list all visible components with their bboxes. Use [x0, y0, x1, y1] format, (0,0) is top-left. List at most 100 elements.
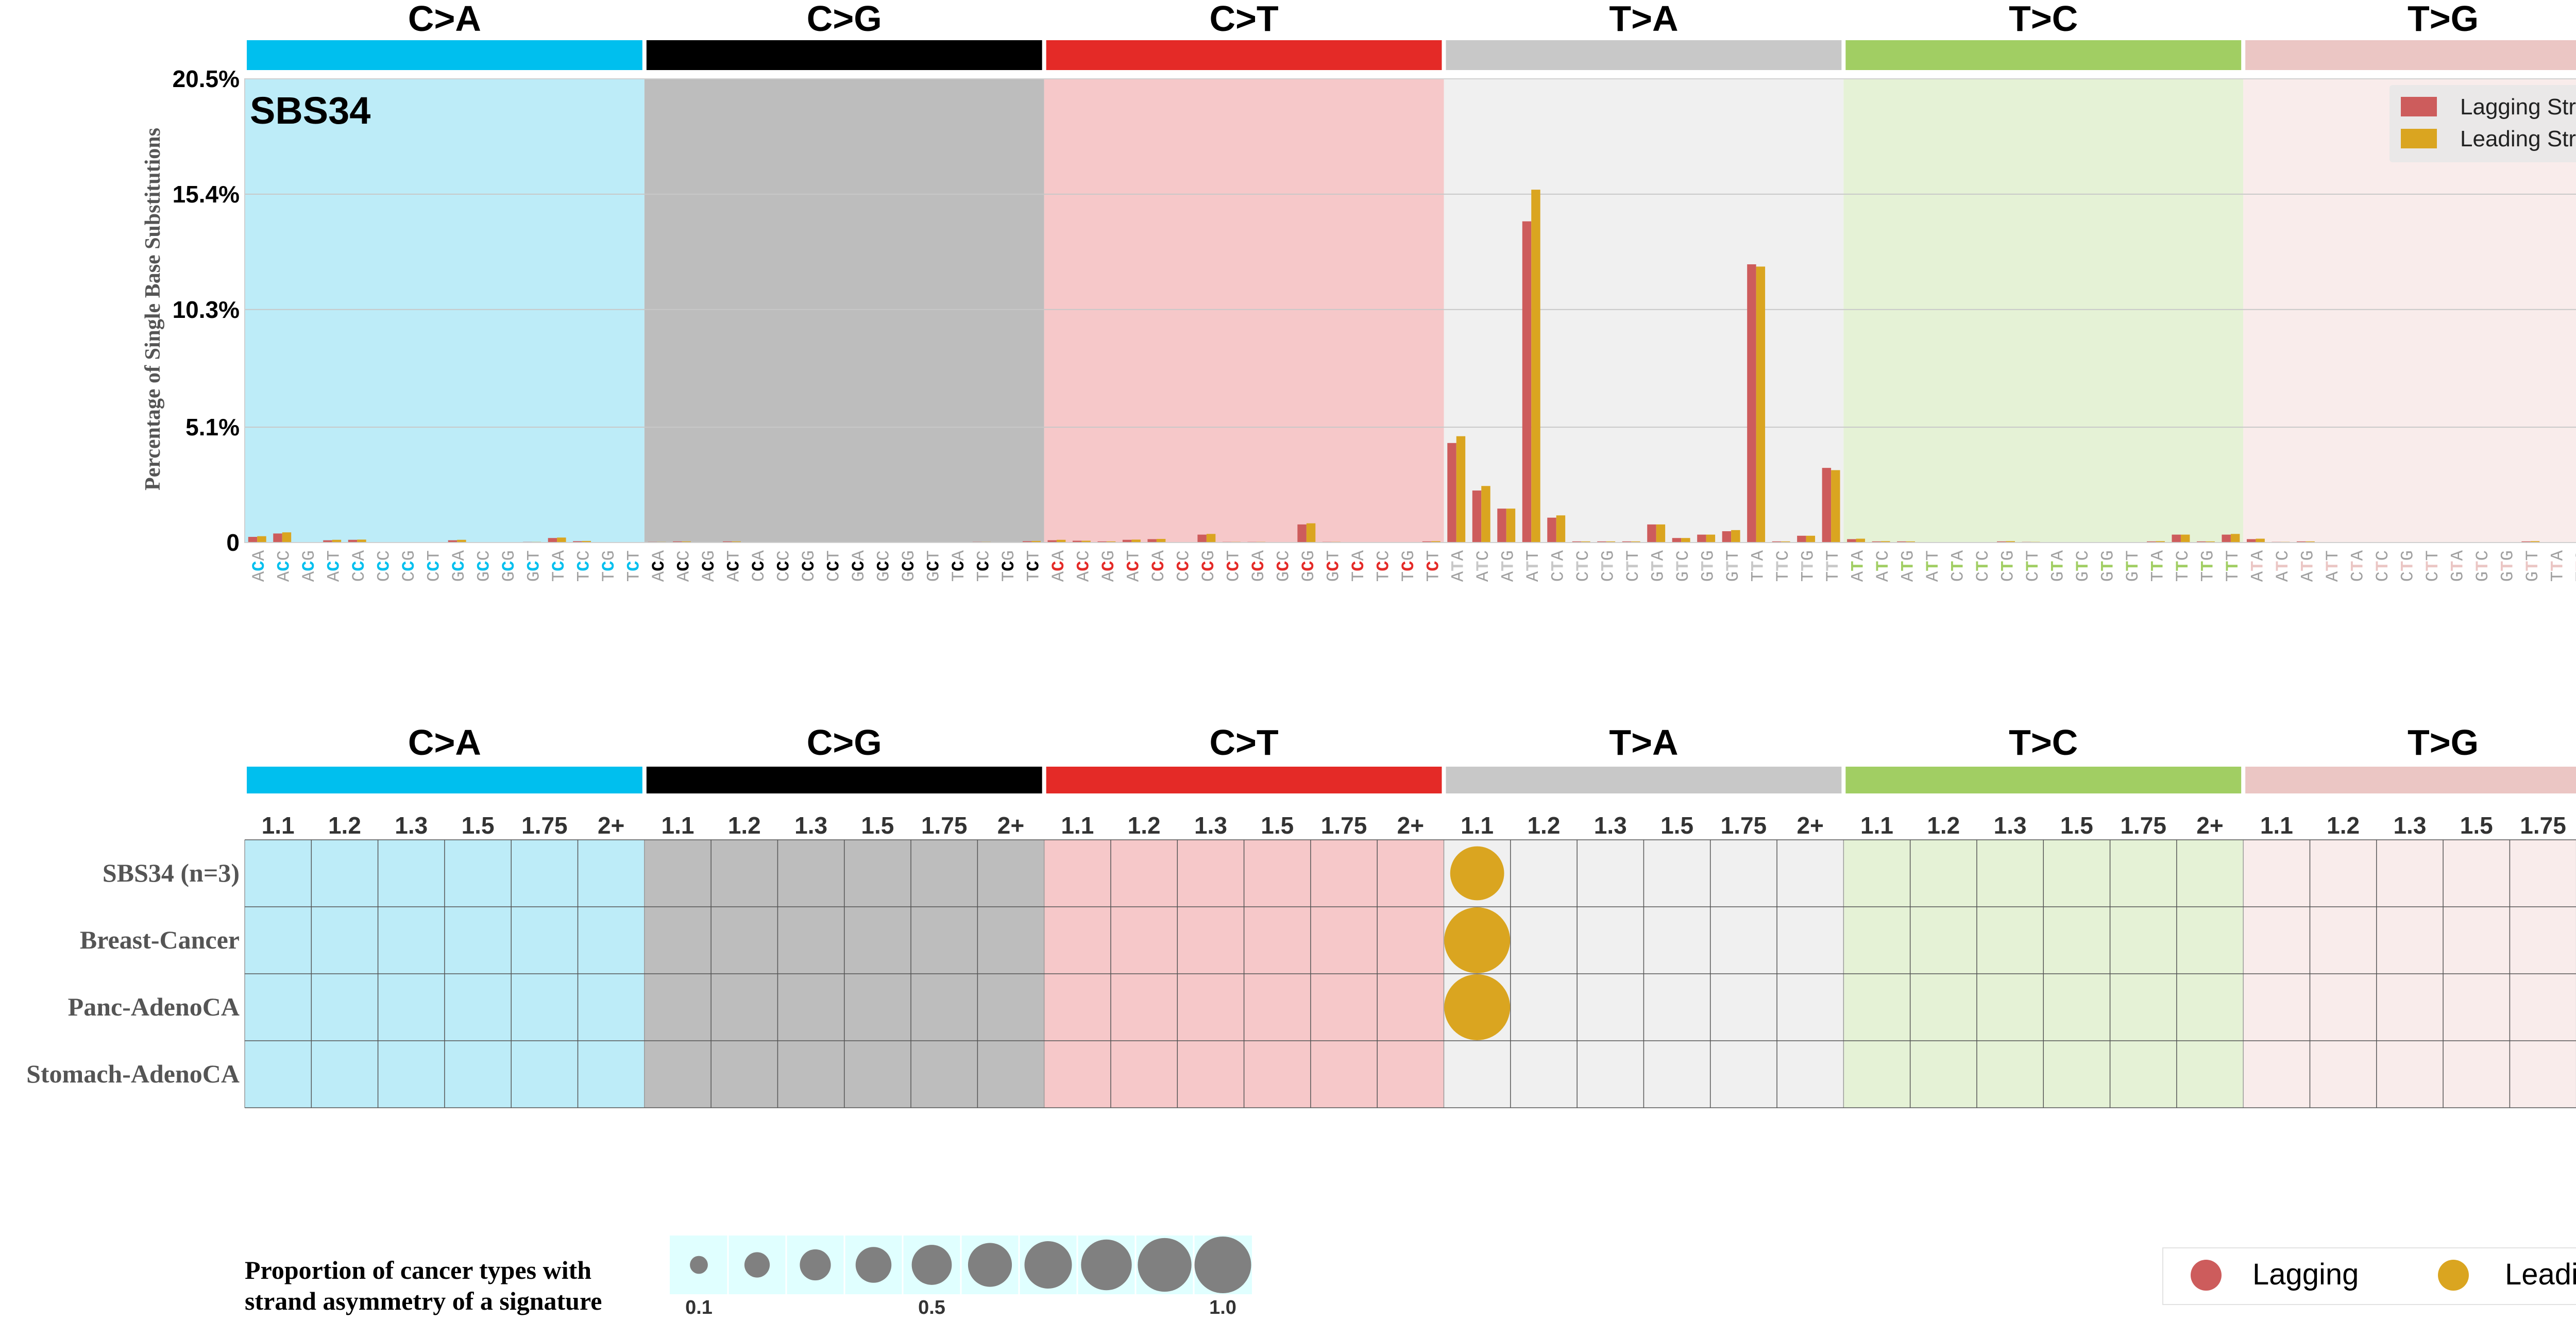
x-context-label: GCA	[850, 550, 869, 582]
x-context-label: TCG	[600, 550, 619, 582]
column-label: 1.2	[1527, 812, 1560, 839]
x-context-label: TTC	[1774, 550, 1793, 582]
x-context-label: ATA	[1449, 550, 1469, 582]
x-context-label: CCC	[375, 550, 395, 582]
x-context-label: ACA	[1049, 550, 1069, 582]
column-label: 1.3	[2393, 812, 2426, 839]
bottom-column-labels: 1.1 1.2 1.3 1.5 1.75 2+ 1.1 1.2 1.3 1.5 1.75 2+ 1.1 1…	[262, 812, 2566, 839]
bar-lagging	[1297, 524, 1307, 543]
bar-lagging	[2196, 541, 2206, 543]
bar-lagging	[1072, 540, 1082, 543]
bar-leading	[1631, 541, 1640, 543]
x-context-label: ATC	[1874, 550, 1893, 582]
x-context-label: CCA	[1149, 550, 1169, 582]
column-label: 1.75	[1721, 812, 1767, 839]
bar-leading	[1881, 541, 1890, 543]
x-context-label: ATT	[1524, 550, 1544, 582]
bottom-band-c-to-t	[1046, 767, 1442, 793]
column-label: 1.1	[1860, 812, 1893, 839]
top-gridlines	[245, 193, 2576, 428]
bar-lagging	[1147, 539, 1157, 543]
x-context-label: CTC	[2374, 550, 2393, 582]
x-context-label: GTT	[2523, 550, 2543, 582]
bar-leading	[1506, 509, 1516, 543]
bar-lagging	[1997, 541, 2006, 543]
bar-lagging	[1572, 541, 1582, 543]
x-context-label: CTA	[1949, 550, 1969, 582]
x-context-label: TCC	[974, 550, 994, 582]
x-context-label: TCG	[1399, 550, 1419, 582]
x-context-label: GTT	[1724, 550, 1743, 582]
x-context-label: ATA	[1849, 550, 1869, 582]
size-legend-bubble	[690, 1256, 708, 1274]
x-context-label: TCC	[575, 550, 595, 582]
x-context-label: TCT	[1024, 550, 1044, 582]
size-legend-bubble	[911, 1245, 952, 1285]
x-context-label: TCA	[1349, 550, 1369, 582]
leading-dot	[2438, 1260, 2469, 1291]
x-context-label: ACG	[700, 550, 719, 582]
x-context-label: CCT	[1224, 550, 1244, 582]
column-label: 2+	[1797, 812, 1823, 839]
bottom-band-c-to-g	[646, 767, 1042, 793]
size-legend-tick: 0.5	[918, 1297, 945, 1318]
x-context-label: TCA	[950, 550, 969, 582]
x-context-label: GCG	[900, 550, 919, 582]
bar-lagging	[2172, 534, 2181, 543]
panel-bg-c-to-g	[644, 79, 1044, 543]
x-context-label: CCG	[800, 550, 819, 582]
bottom-band-label-t-to-c: T>C	[2009, 722, 2078, 763]
x-context-label: TCT	[625, 550, 645, 582]
bar-leading	[1806, 535, 1816, 543]
bubble-grid	[244, 839, 2576, 1108]
y-tick-label: 20.5%	[173, 65, 240, 92]
band-label-c-to-t: C>T	[1209, 0, 1278, 39]
bar-lagging	[2222, 534, 2231, 543]
x-context-label: GCT	[525, 550, 545, 582]
bar-leading	[582, 540, 591, 543]
size-legend-bubble	[1138, 1238, 1192, 1292]
bar-lagging	[1497, 509, 1506, 543]
bar-leading	[1081, 540, 1091, 543]
panel-bg-c-to-t	[1044, 79, 1444, 543]
x-context-label: GTC	[2473, 550, 2493, 582]
column-label: 1.3	[1594, 812, 1627, 839]
x-context-label: TTT	[1824, 550, 1843, 582]
bar-leading	[1831, 470, 1840, 543]
bar-lagging	[2146, 541, 2156, 543]
top-mutation-type-bands: C>A C>G C>T T>A T>C T>G	[247, 0, 2576, 70]
size-legend-bubble	[855, 1247, 892, 1283]
bar-leading	[1856, 538, 1866, 543]
bar-leading	[1731, 530, 1740, 543]
size-legend-bubble	[968, 1243, 1012, 1287]
bottom-row-labels: SBS34 (n=3) Breast-Cancer Panc-AdenoCA Stom…	[26, 858, 240, 1088]
bar-lagging	[723, 541, 732, 543]
x-context-label: CTG	[1599, 550, 1619, 582]
x-context-label: ACC	[1074, 550, 1094, 582]
x-context-label: GCG	[1299, 550, 1319, 582]
x-context-label: GTC	[2074, 550, 2093, 582]
bar-lagging	[1547, 517, 1556, 543]
bar-leading	[1581, 541, 1590, 543]
column-label: 1.5	[462, 812, 495, 839]
column-label: 1.3	[1194, 812, 1227, 839]
bar-leading	[1206, 534, 1216, 543]
x-context-label: GCA	[450, 550, 469, 582]
x-context-label: TTC	[2174, 550, 2193, 582]
column-label: 1.1	[1061, 812, 1094, 839]
bottom-band-t-to-g	[2245, 767, 2576, 793]
row-label: Breast-Cancer	[80, 925, 240, 954]
panel-bg-c-to-a	[245, 79, 645, 543]
bar-leading	[1906, 541, 1916, 543]
x-context-label: ACA	[650, 550, 669, 582]
bar-leading	[2006, 541, 2015, 543]
column-label: 1.75	[2120, 812, 2166, 839]
bar-lagging	[2296, 541, 2306, 543]
x-context-label: CTG	[1999, 550, 2019, 582]
x-context-label: CTT	[2424, 550, 2443, 582]
bottom-band-label-c-to-g: C>G	[807, 722, 882, 763]
bar-lagging	[2246, 539, 2256, 543]
column-label: 1.5	[1261, 812, 1294, 839]
x-context-label: GTA	[2448, 550, 2468, 582]
y-axis-ticks: 0 5.1% 10.3% 15.4% 20.5%	[173, 65, 240, 556]
